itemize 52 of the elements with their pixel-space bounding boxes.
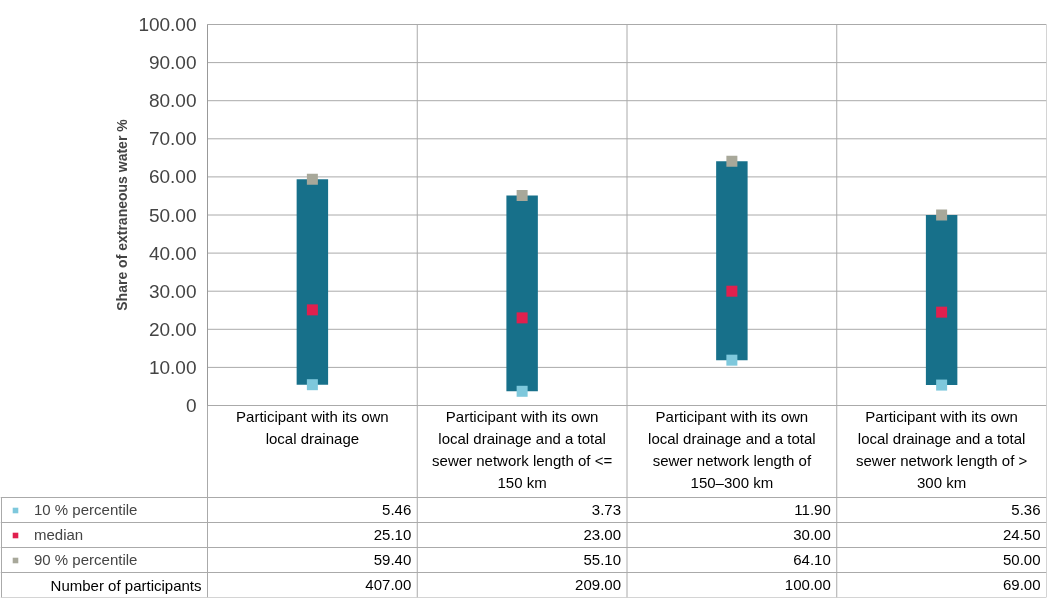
point xyxy=(306,304,318,316)
data-label: 64.10 xyxy=(793,551,831,568)
y-tick-label: 80.00 xyxy=(148,90,197,112)
y-tick-label: 50.00 xyxy=(148,204,197,226)
text: 69.00 xyxy=(1002,576,1041,593)
data-label: 59.40 xyxy=(373,551,412,568)
x-tick-label: Participant with its own local drainage and a total sewer network length of <= 150 km xyxy=(432,407,613,491)
point xyxy=(516,190,528,202)
text: 407.00 xyxy=(365,576,412,593)
x-tick-label: Participant with its own local drainage and a total sewer network length of > 300 km xyxy=(855,407,1028,491)
y-tick-label: 40.00 xyxy=(148,242,197,264)
point xyxy=(516,385,528,397)
point xyxy=(726,155,738,167)
legend-label: 10 % percentile xyxy=(34,501,138,518)
point xyxy=(936,379,948,391)
point xyxy=(936,209,948,221)
data-label: 50.00 xyxy=(1002,551,1041,568)
data-label: 23.00 xyxy=(583,526,622,543)
point xyxy=(306,379,318,391)
point xyxy=(516,312,528,324)
y-tick-label: 100.00 xyxy=(138,14,197,35)
text: Number of participants xyxy=(50,576,202,594)
data-label: 30.00 xyxy=(793,526,831,543)
y-axis-title: Share of extraneous water % xyxy=(114,118,131,311)
bar xyxy=(925,215,958,386)
data-label: 24.50 xyxy=(1002,526,1041,543)
y-tick-label: 70.00 xyxy=(148,128,197,150)
data-label: 5.36 xyxy=(1011,501,1041,518)
data-label: 3.73 xyxy=(591,501,622,518)
point xyxy=(726,354,738,366)
x-tick-label: Participant with its own local drainage and a total sewer network length of 150–300 km xyxy=(648,407,816,491)
y-tick-label: 60.00 xyxy=(148,166,197,188)
legend-label: median xyxy=(34,526,84,543)
point xyxy=(936,306,948,318)
x-tick-label: Participant with its own local drainage xyxy=(236,407,389,447)
point xyxy=(306,173,318,185)
y-tick-label: 10.00 xyxy=(148,356,197,378)
point xyxy=(726,285,738,297)
y-tick-label: 20.00 xyxy=(148,318,197,340)
bar xyxy=(506,195,538,392)
legend-label: 90 % percentile xyxy=(34,551,138,568)
y-tick-label: 90.00 xyxy=(148,52,197,74)
text: 100.00 xyxy=(784,576,831,593)
data-label: 25.10 xyxy=(373,526,412,543)
data-label: 5.46 xyxy=(382,501,412,518)
bar xyxy=(716,161,748,361)
text: 209.00 xyxy=(575,576,622,593)
y-tick-label: 30.00 xyxy=(148,280,197,302)
data-label: 11.90 xyxy=(794,501,831,518)
data-label: 55.10 xyxy=(583,551,622,568)
y-tick-label: 0 xyxy=(185,395,197,416)
bar xyxy=(296,179,329,385)
